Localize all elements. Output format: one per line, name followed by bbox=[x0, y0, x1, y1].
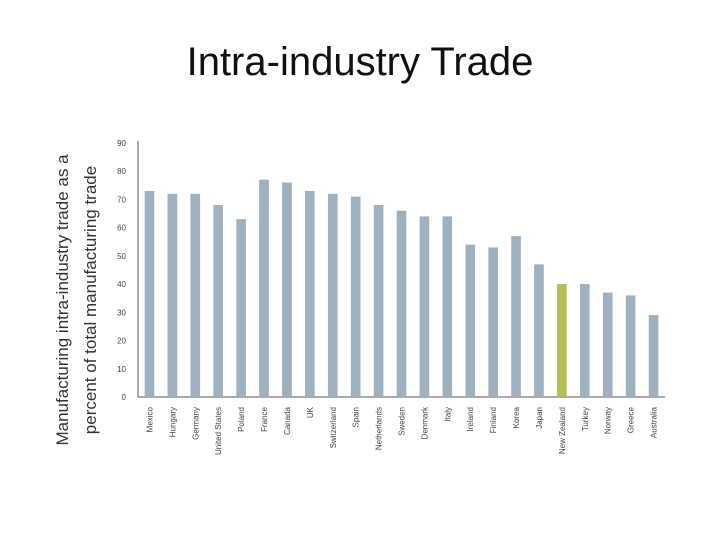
bar bbox=[350, 196, 361, 397]
tick-labels: 0 10 20 30 40 50 60 70 80 90 Mexico Hungary Germany U… bbox=[117, 139, 658, 455]
bar bbox=[602, 292, 613, 397]
x-tick-label: Finland bbox=[489, 407, 498, 433]
bar bbox=[419, 216, 430, 397]
y-axis-label-line-2: percent of total manufacturing trade bbox=[81, 166, 100, 434]
x-tick-label: Greece bbox=[627, 406, 636, 433]
bar bbox=[144, 190, 155, 397]
x-tick-label: Mexico bbox=[145, 406, 154, 432]
x-tick-label: Japan bbox=[535, 407, 544, 429]
bar bbox=[625, 295, 636, 397]
bar bbox=[534, 264, 544, 397]
bar bbox=[648, 315, 659, 397]
x-tick-label: Netherlands bbox=[375, 407, 384, 450]
y-tick-label: 20 bbox=[117, 337, 126, 346]
bar bbox=[488, 247, 498, 397]
bar bbox=[396, 210, 407, 397]
x-tick-label: United States bbox=[214, 407, 223, 455]
x-tick-label: Sweden bbox=[398, 407, 407, 436]
y-tick-label: 40 bbox=[117, 280, 126, 289]
bar bbox=[167, 193, 178, 397]
bar bbox=[213, 205, 224, 397]
y-tick-label: 10 bbox=[117, 365, 126, 374]
bar bbox=[327, 193, 338, 397]
bar bbox=[465, 244, 476, 397]
y-tick-label: 30 bbox=[117, 308, 126, 317]
y-tick-label: 50 bbox=[117, 252, 126, 261]
x-tick-label: Germany bbox=[191, 407, 200, 440]
x-tick-label: Hungary bbox=[168, 407, 177, 437]
bar bbox=[305, 190, 315, 397]
x-tick-label: UK bbox=[306, 406, 315, 418]
x-tick-label: Poland bbox=[237, 407, 246, 432]
y-tick-label: 0 bbox=[122, 393, 127, 402]
bar bbox=[442, 216, 453, 397]
bar bbox=[259, 179, 269, 397]
x-tick-label: New Zealand bbox=[558, 407, 567, 454]
bar bbox=[190, 193, 201, 397]
y-tick-label: 80 bbox=[117, 167, 126, 176]
x-tick-label: Spain bbox=[352, 407, 361, 427]
x-tick-label: Australia bbox=[650, 406, 659, 438]
x-tick-label: Norway bbox=[604, 407, 613, 434]
x-tick-label: Canada bbox=[283, 406, 292, 435]
y-tick-label: 60 bbox=[117, 224, 126, 233]
bar bbox=[236, 219, 246, 397]
x-tick-label: Ireland bbox=[466, 407, 475, 431]
x-tick-label: France bbox=[260, 406, 269, 431]
bars bbox=[144, 179, 659, 397]
bar bbox=[511, 236, 521, 397]
y-tick-label: 70 bbox=[117, 195, 126, 204]
x-tick-label: Denmark bbox=[420, 406, 429, 439]
page-title: Intra-industry Trade bbox=[186, 40, 534, 84]
y-axis-label-line-1: Manufacturing intra-industry trade as a bbox=[53, 154, 72, 446]
y-tick-label: 90 bbox=[117, 139, 126, 148]
x-tick-label: Switzerland bbox=[329, 407, 338, 448]
bar bbox=[282, 182, 292, 397]
x-tick-label: Turkey bbox=[581, 407, 590, 431]
x-tick-label: Korea bbox=[512, 406, 521, 428]
bar bbox=[557, 284, 567, 397]
bar bbox=[373, 205, 384, 397]
x-tick-label: Italy bbox=[443, 407, 452, 422]
bar bbox=[579, 284, 590, 397]
